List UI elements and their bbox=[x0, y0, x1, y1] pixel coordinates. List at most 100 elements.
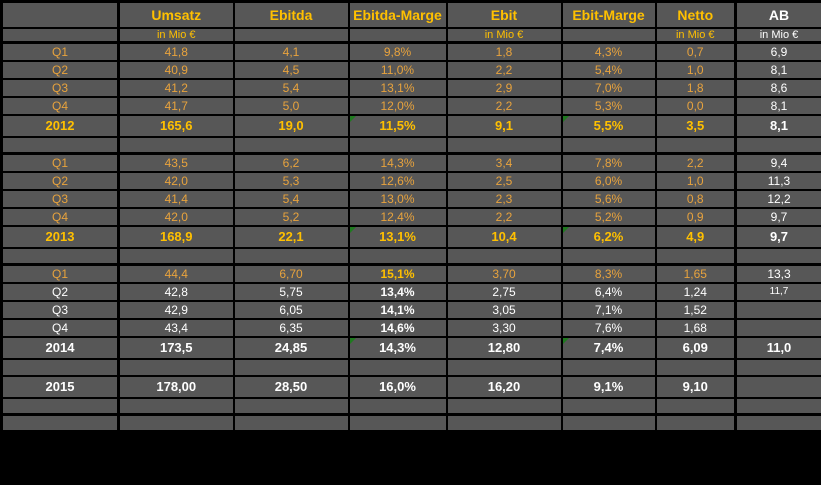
table-cell[interactable] bbox=[117, 135, 235, 155]
table-cell[interactable]: 4,3% bbox=[560, 41, 657, 62]
table-cell[interactable]: 5,2 bbox=[232, 206, 350, 227]
table-cell[interactable]: 5,4% bbox=[560, 59, 657, 80]
row-label[interactable]: Q2 bbox=[0, 281, 120, 302]
table-cell[interactable] bbox=[734, 317, 821, 338]
row-label[interactable]: Q4 bbox=[0, 206, 120, 227]
table-cell[interactable]: 41,2 bbox=[117, 77, 235, 98]
column-header-ebitda-marge[interactable]: Ebitda-Marge bbox=[347, 0, 448, 29]
table-cell[interactable] bbox=[734, 413, 821, 433]
row-label[interactable]: Q2 bbox=[0, 170, 120, 191]
row-label[interactable]: Q3 bbox=[0, 77, 120, 98]
table-cell[interactable] bbox=[654, 135, 737, 155]
table-cell[interactable] bbox=[347, 396, 448, 416]
table-cell[interactable] bbox=[734, 357, 821, 377]
table-cell[interactable]: 41,7 bbox=[117, 95, 235, 116]
table-cell[interactable]: 1,65 bbox=[654, 263, 737, 284]
table-cell[interactable] bbox=[445, 413, 563, 433]
column-header-ab[interactable]: AB bbox=[734, 0, 821, 29]
table-cell[interactable] bbox=[654, 413, 737, 433]
table-cell[interactable]: 1,8 bbox=[654, 77, 737, 98]
table-cell[interactable]: 173,5 bbox=[117, 335, 235, 360]
table-cell[interactable]: 0,8 bbox=[654, 188, 737, 209]
table-cell[interactable] bbox=[654, 246, 737, 266]
table-cell[interactable]: 5,0 bbox=[232, 95, 350, 116]
table-cell[interactable]: 14,3% bbox=[347, 335, 448, 360]
table-cell[interactable]: 3,4 bbox=[445, 152, 563, 173]
column-unit-ab[interactable]: in Mio € bbox=[734, 26, 821, 44]
row-label[interactable]: 2015 bbox=[0, 374, 120, 399]
table-cell[interactable] bbox=[560, 357, 657, 377]
row-label[interactable] bbox=[0, 246, 120, 266]
row-label[interactable] bbox=[0, 396, 120, 416]
table-cell[interactable]: 11,0% bbox=[347, 59, 448, 80]
table-cell[interactable] bbox=[117, 396, 235, 416]
table-cell[interactable]: 9,8% bbox=[347, 41, 448, 62]
table-cell[interactable] bbox=[654, 357, 737, 377]
table-cell[interactable]: 11,0 bbox=[734, 335, 821, 360]
table-cell[interactable] bbox=[117, 357, 235, 377]
column-unit-ebit[interactable]: in Mio € bbox=[445, 26, 563, 44]
table-cell[interactable]: 13,4% bbox=[347, 281, 448, 302]
empty-cell[interactable] bbox=[232, 26, 350, 44]
column-unit-umsatz[interactable]: in Mio € bbox=[117, 26, 235, 44]
table-cell[interactable]: 6,2 bbox=[232, 152, 350, 173]
table-cell[interactable]: 5,3% bbox=[560, 95, 657, 116]
table-cell[interactable]: 5,3 bbox=[232, 170, 350, 191]
table-cell[interactable]: 8,1 bbox=[734, 95, 821, 116]
table-cell[interactable]: 0,0 bbox=[654, 95, 737, 116]
table-cell[interactable] bbox=[117, 246, 235, 266]
table-cell[interactable]: 12,2 bbox=[734, 188, 821, 209]
table-cell[interactable] bbox=[347, 413, 448, 433]
table-cell[interactable]: 22,1 bbox=[232, 224, 350, 249]
table-cell[interactable]: 178,00 bbox=[117, 374, 235, 399]
table-cell[interactable]: 11,7 bbox=[734, 281, 821, 302]
table-cell[interactable]: 165,6 bbox=[117, 113, 235, 138]
table-cell[interactable] bbox=[347, 135, 448, 155]
table-cell[interactable]: 1,52 bbox=[654, 299, 737, 320]
table-cell[interactable]: 14,3% bbox=[347, 152, 448, 173]
column-header-netto[interactable]: Netto bbox=[654, 0, 737, 29]
table-cell[interactable]: 5,2% bbox=[560, 206, 657, 227]
table-cell[interactable] bbox=[232, 396, 350, 416]
table-cell[interactable]: 9,1% bbox=[560, 374, 657, 399]
table-cell[interactable]: 16,20 bbox=[445, 374, 563, 399]
row-label[interactable]: Q4 bbox=[0, 95, 120, 116]
table-cell[interactable]: 43,4 bbox=[117, 317, 235, 338]
table-cell[interactable]: 0,7 bbox=[654, 41, 737, 62]
table-cell[interactable]: 42,8 bbox=[117, 281, 235, 302]
table-cell[interactable]: 12,0% bbox=[347, 95, 448, 116]
table-cell[interactable] bbox=[232, 413, 350, 433]
table-cell[interactable]: 14,6% bbox=[347, 317, 448, 338]
table-cell[interactable]: 13,3 bbox=[734, 263, 821, 284]
table-cell[interactable]: 8,6 bbox=[734, 77, 821, 98]
table-cell[interactable]: 28,50 bbox=[232, 374, 350, 399]
row-label[interactable]: Q4 bbox=[0, 317, 120, 338]
row-label[interactable]: Q2 bbox=[0, 59, 120, 80]
table-cell[interactable] bbox=[560, 135, 657, 155]
row-label[interactable]: 2014 bbox=[0, 335, 120, 360]
table-cell[interactable]: 7,0% bbox=[560, 77, 657, 98]
table-cell[interactable] bbox=[232, 357, 350, 377]
table-cell[interactable]: 11,5% bbox=[347, 113, 448, 138]
column-header-ebit-marge[interactable]: Ebit-Marge bbox=[560, 0, 657, 29]
table-cell[interactable]: 4,5 bbox=[232, 59, 350, 80]
table-cell[interactable]: 3,5 bbox=[654, 113, 737, 138]
table-cell[interactable]: 11,3 bbox=[734, 170, 821, 191]
table-cell[interactable]: 41,4 bbox=[117, 188, 235, 209]
table-cell[interactable]: 8,3% bbox=[560, 263, 657, 284]
table-cell[interactable] bbox=[654, 396, 737, 416]
empty-cell[interactable] bbox=[347, 26, 448, 44]
table-cell[interactable] bbox=[445, 135, 563, 155]
table-cell[interactable]: 43,5 bbox=[117, 152, 235, 173]
table-cell[interactable]: 8,1 bbox=[734, 59, 821, 80]
table-cell[interactable]: 12,4% bbox=[347, 206, 448, 227]
table-cell[interactable] bbox=[445, 357, 563, 377]
table-cell[interactable]: 4,9 bbox=[654, 224, 737, 249]
row-label[interactable]: 2013 bbox=[0, 224, 120, 249]
table-cell[interactable]: 12,6% bbox=[347, 170, 448, 191]
table-cell[interactable]: 5,6% bbox=[560, 188, 657, 209]
table-cell[interactable] bbox=[734, 299, 821, 320]
table-cell[interactable]: 1,0 bbox=[654, 170, 737, 191]
table-cell[interactable]: 6,0% bbox=[560, 170, 657, 191]
table-cell[interactable]: 7,1% bbox=[560, 299, 657, 320]
